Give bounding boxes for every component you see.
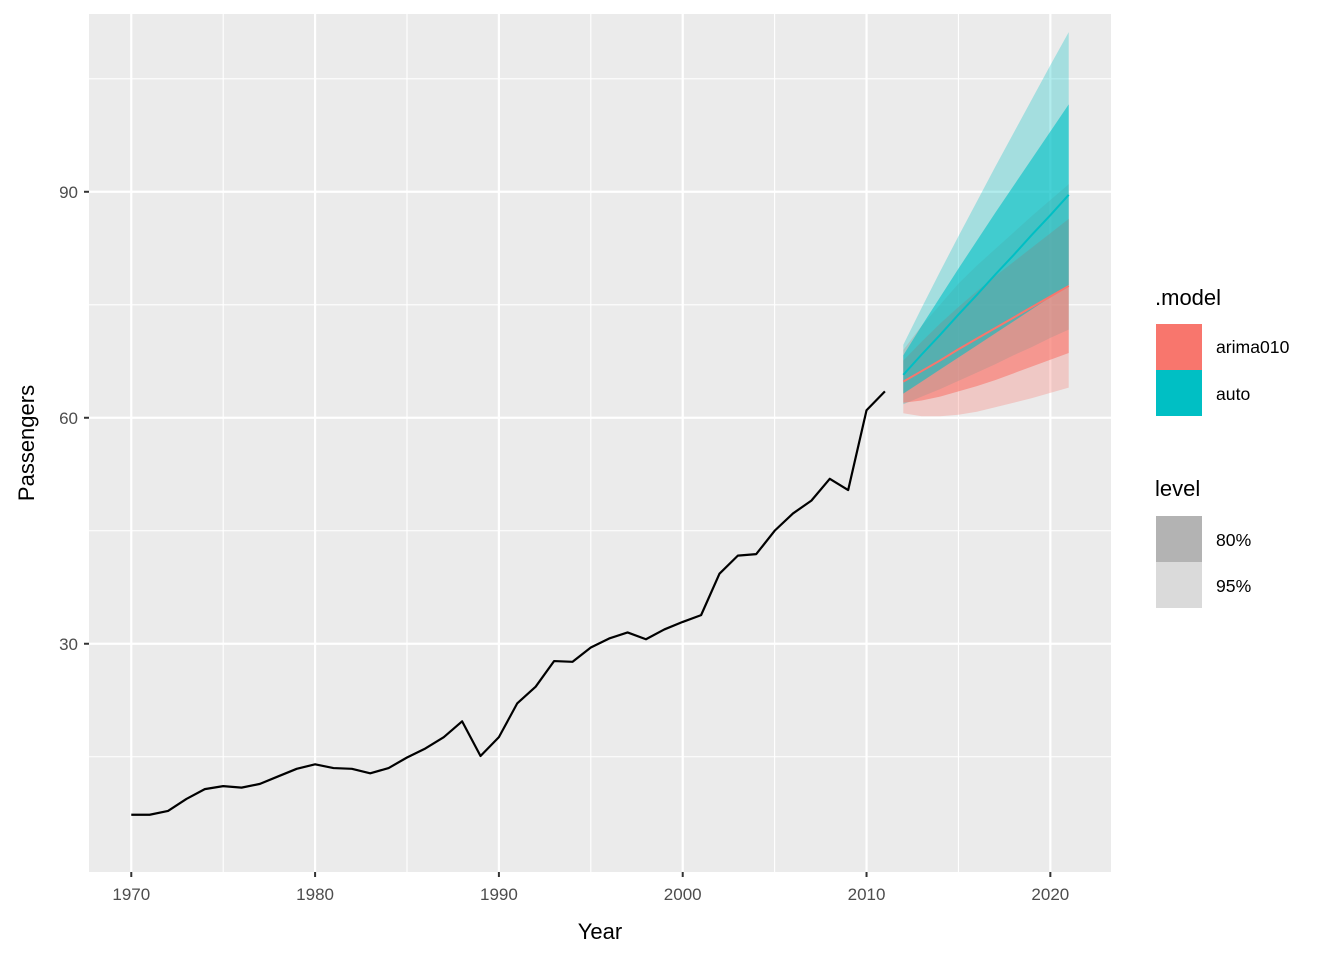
x-tick-label: 1980 [296,885,334,904]
y-tick-label: 60 [59,409,78,428]
x-tick-label: 2010 [848,885,886,904]
series-lines [131,194,1070,816]
legend-key-arima010 [1156,324,1202,370]
legend-key-auto [1156,370,1202,416]
x-tick-label: 2000 [664,885,702,904]
x-tick-label: 1990 [480,885,518,904]
minor-gridlines [89,14,1111,872]
legend-label-auto: auto [1216,384,1250,404]
ribbon-80-auto [903,104,1069,394]
legend-key-80 [1156,516,1202,562]
x-tick-label: 1970 [112,885,150,904]
major-gridlines [89,14,1111,872]
legend-level: level 80% 95% [1155,476,1252,608]
y-tick-label: 90 [59,183,78,202]
historical-line [131,390,886,816]
y-axis-title: Passengers [14,385,39,501]
legend-label-80: 80% [1216,530,1252,550]
legend-level-title: level [1155,476,1200,501]
legend-key-95 [1156,562,1202,608]
axes: 1970 1980 1990 2000 2010 2020 30 60 90 [59,183,1069,904]
legend-label-arima010: arima010 [1216,337,1290,357]
forecast-mean-arima010 [902,285,1070,383]
x-axis-title: Year [578,919,622,944]
legend-model-title: .model [1155,285,1221,310]
x-tick-label: 2020 [1031,885,1069,904]
plot-panel [89,14,1111,872]
legend-label-95: 95% [1216,576,1252,596]
y-tick-label: 30 [59,635,78,654]
legend-model: .model arima010 auto [1155,285,1290,416]
forecast-mean-auto [902,194,1070,376]
